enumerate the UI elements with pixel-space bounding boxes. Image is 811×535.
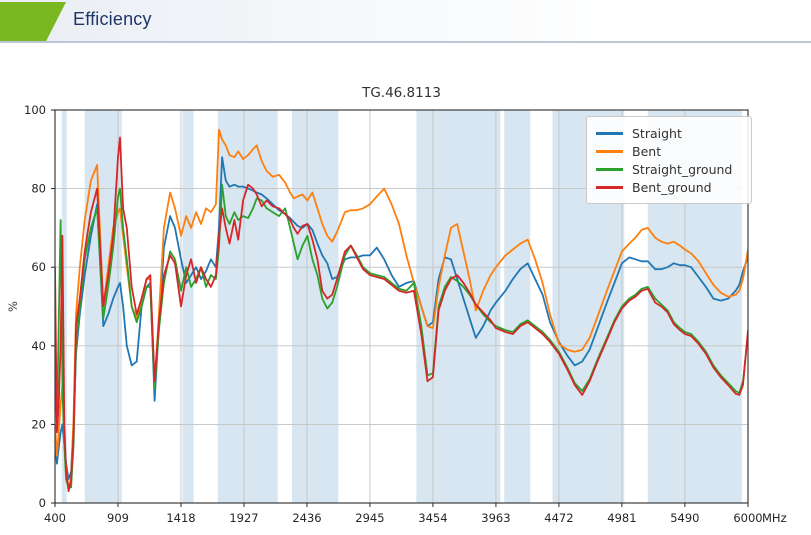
header-accent-shape [0,2,66,41]
y-tick-label: 100 [24,103,46,117]
series-bent_ground [55,136,748,493]
header-divider [0,41,811,43]
chart-legend: Straight Bent Straight_ground Bent_ground [586,116,752,204]
x-tick-label: 4981 [607,511,636,525]
y-tick-label: 20 [31,417,46,431]
tick-labels: 400 909 1418 1927 2436 2945 3454 3963 4472 4981 54… [24,103,787,525]
legend-swatch-straight [596,131,623,135]
legend-swatch-bent [596,149,623,153]
legend-label: Straight [632,125,682,141]
x-tick-label: 6000 [733,511,762,525]
tick-marks [51,109,749,507]
series-straight_ground [55,183,748,489]
x-tick-label: 3454 [418,511,447,525]
y-tick-label: 40 [31,339,46,353]
chart-title: TG.46.8113 [361,85,441,101]
legend-swatch-straight_ground [596,167,623,171]
page-title: Efficiency [73,9,152,29]
x-tick-label: 909 [107,511,129,525]
efficiency-chart: 400 909 1418 1927 2436 2945 3454 3963 4472 4981 54… [6,85,787,525]
plot-border [54,109,749,504]
legend-swatch-bent_ground [596,185,623,189]
legend-item-bent: Bent [596,142,742,160]
data-series [55,128,748,493]
legend-item-bent_ground: Bent_ground [596,178,742,196]
y-tick-label: 0 [39,496,46,510]
header-bar: Efficiency [0,0,811,41]
x-tick-label: 2945 [355,511,384,525]
y-axis-label: % [6,301,20,312]
legend-item-straight_ground: Straight_ground [596,160,742,178]
x-axis-unit: MHz [762,511,787,525]
x-tick-label: 1418 [166,511,195,525]
legend-label: Bent_ground [632,179,712,195]
legend-label: Bent [632,143,662,159]
x-tick-label: 3963 [481,511,510,525]
frequency-bands [61,110,742,503]
y-tick-label: 80 [31,182,46,196]
x-tick-label: 5490 [670,511,699,525]
x-tick-label: 2436 [292,511,321,525]
x-tick-label: 400 [44,511,66,525]
x-tick-label: 1927 [229,511,258,525]
y-tick-label: 60 [31,260,46,274]
x-tick-label: 4472 [544,511,573,525]
series-straight [55,156,748,481]
legend-label: Straight_ground [632,161,733,177]
legend-item-straight: Straight [596,124,742,142]
